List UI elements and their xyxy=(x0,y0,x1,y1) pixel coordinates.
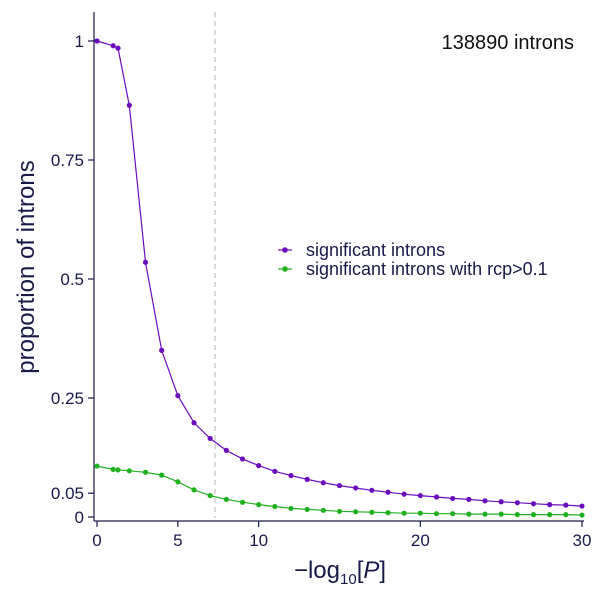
data-point-0 xyxy=(466,496,472,502)
data-point-1 xyxy=(353,509,359,515)
chart-annotation: 138890 introns xyxy=(442,32,574,54)
series-line-0 xyxy=(96,40,583,507)
data-point-1 xyxy=(110,466,116,472)
data-point-1 xyxy=(530,512,537,518)
data-point-0 xyxy=(530,501,537,507)
y-tick-label: 0.5 xyxy=(60,270,84,289)
data-point-0 xyxy=(304,476,310,482)
data-point-1 xyxy=(142,469,149,475)
data-point-1 xyxy=(482,511,488,517)
data-point-1 xyxy=(223,496,229,502)
legend: significant introns significant introns … xyxy=(278,240,548,279)
data-point-0 xyxy=(94,38,100,44)
x-axis-label-variable: P xyxy=(363,557,379,584)
data-point-0 xyxy=(288,472,294,479)
data-point-1 xyxy=(115,467,121,473)
x-tick-label: 10 xyxy=(249,531,268,550)
data-point-0 xyxy=(115,45,121,51)
data-point-1 xyxy=(304,506,310,512)
data-point-0 xyxy=(175,393,181,399)
x-tick-label: 5 xyxy=(173,531,182,550)
y-axis-label: proportion of introns xyxy=(13,160,40,373)
data-point-1 xyxy=(336,508,343,514)
legend-label: significant introns with rcp>0.1 xyxy=(306,259,548,279)
legend-swatch-marker xyxy=(282,266,288,272)
data-point-0 xyxy=(191,420,197,426)
data-point-0 xyxy=(142,259,149,265)
y-tick-label: 0.25 xyxy=(51,389,84,408)
data-point-1 xyxy=(369,509,375,515)
data-point-1 xyxy=(433,511,440,517)
data-point-1 xyxy=(191,487,197,493)
y-tick-label: 0 xyxy=(75,508,84,527)
data-point-1 xyxy=(417,510,423,516)
x-axis-label-prefix: −log xyxy=(294,557,340,584)
data-point-1 xyxy=(514,512,520,518)
data-point-0 xyxy=(547,502,553,508)
data-point-0 xyxy=(126,102,132,108)
legend-label: significant introns xyxy=(306,240,445,260)
data-point-1 xyxy=(320,507,326,513)
data-point-0 xyxy=(417,492,423,499)
data-point-0 xyxy=(401,491,407,497)
data-point-0 xyxy=(207,435,213,442)
data-point-0 xyxy=(498,499,504,505)
data-point-1 xyxy=(207,492,213,499)
y-tick-label: 0.75 xyxy=(51,151,84,170)
data-point-0 xyxy=(433,494,440,500)
data-point-0 xyxy=(385,489,391,495)
y-tick-label: 0.05 xyxy=(51,484,84,503)
data-point-0 xyxy=(110,43,116,49)
x-axis-label-subscript: 10 xyxy=(340,571,357,588)
data-point-0 xyxy=(159,347,165,353)
data-point-0 xyxy=(336,482,343,489)
data-point-0 xyxy=(223,447,229,453)
x-axis-label-close: ] xyxy=(379,557,386,584)
data-point-0 xyxy=(239,456,246,462)
data-point-1 xyxy=(385,510,391,516)
legend-swatch-marker xyxy=(282,247,288,253)
legend-item-significant-introns-rcp: significant introns with rcp>0.1 xyxy=(278,259,548,279)
data-point-1 xyxy=(159,472,165,478)
x-tick-label: 20 xyxy=(411,531,430,550)
x-tick-label: 30 xyxy=(573,531,592,550)
data-point-0 xyxy=(482,498,488,504)
data-point-1 xyxy=(239,499,246,505)
data-point-0 xyxy=(514,500,520,506)
series-line-1 xyxy=(96,465,583,516)
data-point-0 xyxy=(450,495,456,502)
data-point-1 xyxy=(563,512,569,518)
data-point-1 xyxy=(256,502,262,508)
x-axis-label: −log10[P] xyxy=(294,557,386,588)
data-point-0 xyxy=(369,487,375,493)
data-point-1 xyxy=(450,511,456,517)
x-tick-label: 0 xyxy=(92,531,101,550)
data-point-1 xyxy=(579,512,585,518)
data-point-1 xyxy=(126,468,132,474)
data-point-1 xyxy=(94,463,100,469)
y-tick-label: 1 xyxy=(75,32,84,51)
data-point-0 xyxy=(320,480,326,486)
data-point-0 xyxy=(256,462,262,469)
data-point-0 xyxy=(272,468,278,474)
data-point-1 xyxy=(401,510,407,516)
data-point-1 xyxy=(498,511,504,517)
data-point-1 xyxy=(175,479,181,485)
data-point-0 xyxy=(563,502,569,508)
data-point-1 xyxy=(272,503,278,510)
data-point-0 xyxy=(579,503,585,509)
data-point-1 xyxy=(466,511,472,517)
data-point-1 xyxy=(547,512,553,518)
data-point-0 xyxy=(353,485,359,491)
data-point-1 xyxy=(288,505,294,512)
x-axis-label-open: [ xyxy=(357,557,364,584)
legend-item-significant-introns: significant introns xyxy=(278,240,445,260)
